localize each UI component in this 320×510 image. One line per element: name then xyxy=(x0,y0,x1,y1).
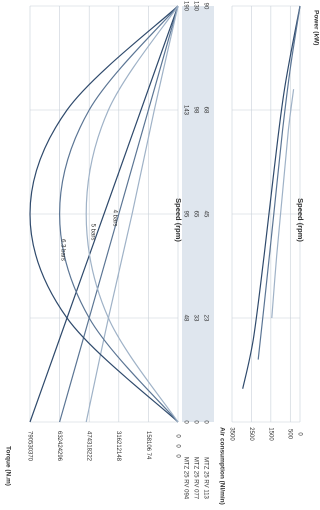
air-tick-label: 2500 xyxy=(248,427,254,441)
torque-tick-label: 74 xyxy=(145,453,151,460)
speed-axis-title: Speed (rpm) xyxy=(174,198,183,242)
air-tick-label: 3500 xyxy=(228,427,234,441)
torque-tick-label: 148 xyxy=(115,451,121,462)
speed-tick-band xyxy=(182,6,214,422)
series-line-torque-0 xyxy=(29,5,179,423)
torque-tick-label: 0 xyxy=(174,444,180,448)
speed-tick-label: 33 xyxy=(192,315,198,322)
series-line-power-3 xyxy=(29,5,179,423)
pressure-annotation: 4 bars xyxy=(111,210,117,227)
torque-tick-label: 222 xyxy=(86,451,92,462)
speed-tick-label: 130 xyxy=(192,1,198,12)
speed-tick-label: 45 xyxy=(202,211,208,218)
series-line-power-5 xyxy=(85,5,179,423)
speed-tick-label: 143 xyxy=(182,105,188,116)
torque-tick-label: 632 xyxy=(56,431,62,442)
torque-tick-label: 212 xyxy=(115,441,121,452)
pressure-annotation: 5 bars xyxy=(89,224,95,241)
air-axis-title: Air consumption (Nl/min) xyxy=(218,427,225,505)
model-label: MTZ 25 RV 077 xyxy=(192,457,198,500)
torque-tick-label: 316 xyxy=(115,431,121,442)
torque-power-grid xyxy=(29,5,179,423)
power-axis-title: Power (kW) xyxy=(312,10,319,45)
air-series xyxy=(242,5,301,389)
speed-tick-label: 0 xyxy=(192,420,198,424)
speed-tick-label: 98 xyxy=(192,107,198,114)
air-series-line-0 xyxy=(242,5,301,389)
air-tick-label: 500 xyxy=(287,429,293,440)
air-series-line-1 xyxy=(257,5,301,360)
air-series-line-2 xyxy=(271,89,295,319)
speed-tick-label: 23 xyxy=(202,315,208,322)
torque-tick-label: 424 xyxy=(56,441,62,452)
torque-tick-label: 790 xyxy=(26,431,32,442)
model-label: MTZ 25 RV 094 xyxy=(182,457,188,500)
torque-tick-label: 474 xyxy=(86,431,92,442)
speed-tick-label: 0 xyxy=(202,420,208,424)
speed-tick-label: 95 xyxy=(182,211,188,218)
pressure-annotation: 6.3 bars xyxy=(59,239,65,261)
torque-tick-label: 318 xyxy=(86,441,92,452)
torque-tick-label: 370 xyxy=(26,451,32,462)
speed-tick-label: 190 xyxy=(182,1,188,12)
speed-tick-label: 90 xyxy=(202,3,208,10)
torque-tick-label: 158 xyxy=(145,431,151,442)
torque-tick-area xyxy=(0,424,30,508)
air-tick-label: 0 xyxy=(296,432,302,436)
speed-tick-label: 0 xyxy=(182,420,188,424)
series-line-torque-2 xyxy=(85,5,179,423)
torque-tick-label: 0 xyxy=(174,454,180,458)
series-line-power-4 xyxy=(58,5,179,423)
torque-tick-label: 530 xyxy=(26,441,32,452)
speed-tick-label: 65 xyxy=(192,211,198,218)
torque-tick-label: 0 xyxy=(174,434,180,438)
torque-tick-label: 296 xyxy=(56,451,62,462)
torque-axis-title: Torque (N.m) xyxy=(4,446,11,486)
series-line-torque-1 xyxy=(59,5,179,423)
torque-power-series xyxy=(29,5,179,423)
speed-tick-label: 68 xyxy=(202,107,208,114)
speed-tick-label: 48 xyxy=(182,315,188,322)
model-label: MTZ 25 RV 113 xyxy=(202,457,208,499)
air-speed-axis-title: Speed (rpm) xyxy=(296,198,305,242)
air-tick-label: 1500 xyxy=(267,427,273,441)
torque-tick-label: 106 xyxy=(145,441,151,452)
